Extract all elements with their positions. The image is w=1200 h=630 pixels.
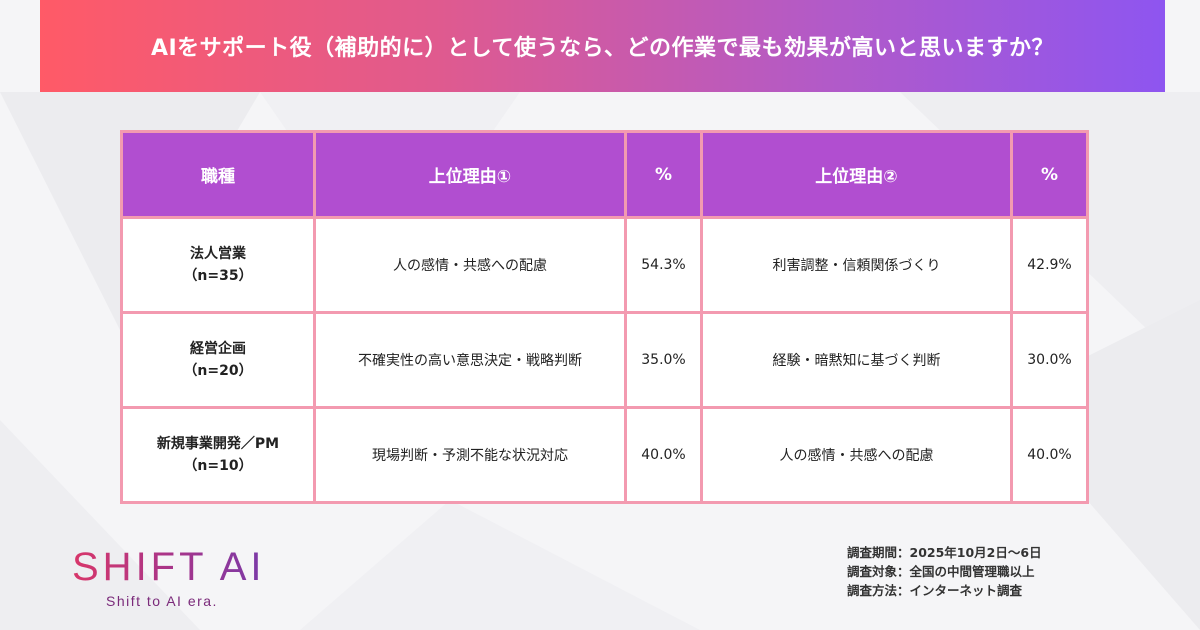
role-name: 法人営業 [190,246,246,262]
table-header-row: 職種 上位理由① % 上位理由② % [120,130,1089,219]
role-name: 新規事業開発／PM [156,436,280,452]
pct2-cell: 30.0% [1010,311,1089,409]
survey-method: 調査方法：インターネット調査 [847,583,1023,598]
shift-ai-logo: SHIFT AI Shift to AI era. [72,545,266,609]
header-banner: AIをサポート役（補助的に）として使うなら、どの作業で最も効果が高いと思いますか… [40,0,1165,92]
reason2-cell: 利害調整・信頼関係づくり [700,216,1013,314]
logo-wordmark: SHIFT AI [72,545,266,589]
column-header-pct1: % [624,130,703,219]
role-cell: 法人営業 （n=35） [120,216,316,314]
column-header-reason2: 上位理由② [700,130,1013,219]
logo-tagline: Shift to AI era. [106,593,218,609]
role-sample-size: （n=20） [183,363,253,379]
table-row: 法人営業 （n=35） 人の感情・共感への配慮 54.3% 利害調整・信頼関係づ… [120,216,1089,314]
survey-period: 調査期間：2025年10月2日〜6日 [847,545,1042,560]
column-header-reason1: 上位理由① [313,130,627,219]
role-sample-size: （n=10） [183,458,253,474]
page-title: AIをサポート役（補助的に）として使うなら、どの作業で最も効果が高いと思いますか… [150,36,1055,61]
pct1-cell: 40.0% [624,406,703,504]
table-row: 経営企画 （n=20） 不確実性の高い意思決定・戦略判断 35.0% 経験・暗黙… [120,311,1089,409]
pct2-cell: 42.9% [1010,216,1089,314]
reason2-cell: 経験・暗黙知に基づく判断 [700,311,1013,409]
table-row: 新規事業開発／PM （n=10） 現場判断・予測不能な状況対応 40.0% 人の… [120,406,1089,504]
column-header-pct2: % [1010,130,1089,219]
survey-notes: 調査期間：2025年10月2日〜6日 調査対象：全国の中間管理職以上 調査方法：… [847,543,1042,600]
pct2-cell: 40.0% [1010,406,1089,504]
pct1-cell: 54.3% [624,216,703,314]
results-table: 職種 上位理由① % 上位理由② % 法人営業 （n=35） 人の感情・共感への… [120,130,1089,504]
reason1-cell: 現場判断・予測不能な状況対応 [313,406,627,504]
reason1-cell: 不確実性の高い意思決定・戦略判断 [313,311,627,409]
reason2-cell: 人の感情・共感への配慮 [700,406,1013,504]
pct1-cell: 35.0% [624,311,703,409]
column-header-role: 職種 [120,130,316,219]
reason1-cell: 人の感情・共感への配慮 [313,216,627,314]
role-sample-size: （n=35） [183,268,253,284]
role-name: 経営企画 [190,341,246,357]
role-cell: 新規事業開発／PM （n=10） [120,406,316,504]
survey-target: 調査対象：全国の中間管理職以上 [847,564,1035,579]
role-cell: 経営企画 （n=20） [120,311,316,409]
